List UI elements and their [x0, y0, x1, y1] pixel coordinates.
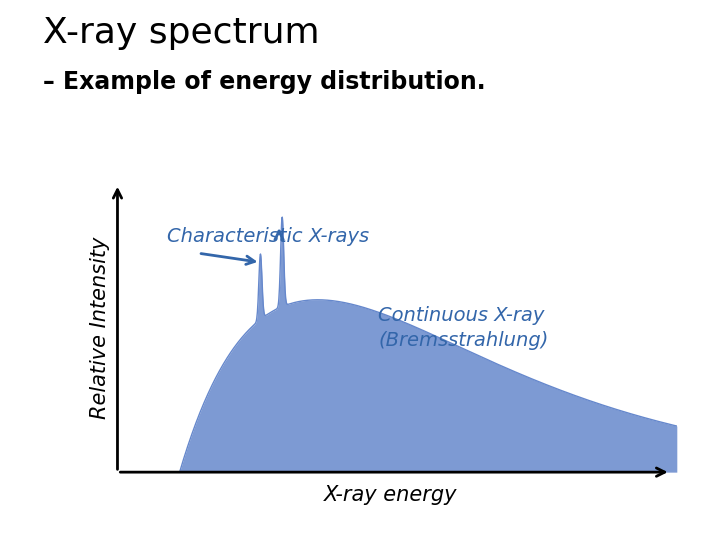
- Text: – Example of energy distribution.: – Example of energy distribution.: [43, 70, 486, 94]
- Text: X-ray spectrum: X-ray spectrum: [43, 16, 320, 50]
- Text: Relative Intensity: Relative Intensity: [90, 237, 110, 419]
- Text: Continuous X-ray
(Bremsstrahlung): Continuous X-ray (Bremsstrahlung): [379, 306, 549, 350]
- Text: X-ray energy: X-ray energy: [324, 484, 458, 504]
- Text: Characteristic X-rays: Characteristic X-rays: [167, 227, 369, 246]
